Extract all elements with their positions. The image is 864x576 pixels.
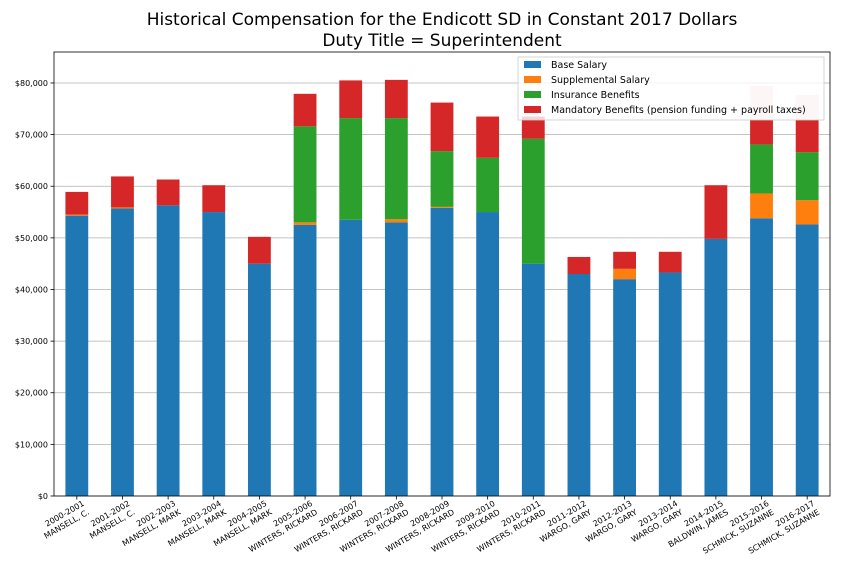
bar-mandatory-benefits-pension-funding-payroll-taxes	[111, 176, 134, 208]
bar-insurance-benefits	[430, 151, 454, 207]
bar-base-salary	[156, 205, 180, 496]
bar-base-salary	[750, 218, 773, 496]
y-tick-label: $70,000	[15, 131, 48, 140]
bar-insurance-benefits	[795, 152, 819, 201]
y-tick-label: $20,000	[15, 389, 48, 398]
bar-mandatory-benefits-pension-funding-payroll-taxes	[430, 102, 454, 152]
y-tick-label: $30,000	[15, 337, 48, 346]
bars	[65, 79, 819, 497]
bar-supplemental-salary	[384, 219, 408, 223]
bar-insurance-benefits	[293, 126, 317, 223]
legend-swatch-insurance-benefits	[524, 91, 541, 98]
bar-mandatory-benefits-pension-funding-payroll-taxes	[476, 116, 500, 158]
bar-mandatory-benefits-pension-funding-payroll-taxes	[704, 185, 728, 239]
bar-base-salary	[384, 222, 408, 497]
bar-insurance-benefits	[476, 157, 500, 213]
bar-base-salary	[658, 272, 682, 496]
bar-supplemental-salary	[750, 193, 773, 219]
chart-title: Historical Compensation for the Endicott…	[147, 10, 738, 30]
legend-label-supplemental-salary: Supplemental Salary	[551, 75, 650, 86]
bar-base-salary	[339, 219, 363, 496]
bar-supplemental-salary	[430, 206, 454, 208]
bar-mandatory-benefits-pension-funding-payroll-taxes	[384, 79, 408, 119]
bar-mandatory-benefits-pension-funding-payroll-taxes	[248, 236, 271, 264]
bar-mandatory-benefits-visible	[795, 120, 819, 153]
bar-base-salary	[567, 274, 591, 496]
bar-base-salary	[521, 263, 545, 496]
bar-base-salary	[613, 279, 636, 496]
bar-mandatory-benefits-visible	[750, 120, 773, 145]
bar-supplemental-salary	[795, 200, 819, 225]
y-tick-label: $40,000	[15, 285, 48, 294]
bar-supplemental-salary	[111, 207, 134, 209]
bar-base-salary	[704, 238, 728, 497]
bar-base-salary	[202, 212, 226, 496]
y-tick-label: $10,000	[15, 440, 48, 449]
legend-label-base-salary: Base Salary	[551, 60, 607, 71]
y-tick-label: $50,000	[15, 234, 48, 243]
bar-mandatory-benefits-pension-funding-payroll-taxes	[339, 80, 363, 119]
y-tick-label: $80,000	[15, 79, 48, 88]
bar-supplemental-salary	[65, 214, 89, 216]
legend-swatch-mandatory-benefits-pension-funding-payroll-taxes	[524, 106, 541, 113]
bar-base-salary	[430, 207, 454, 497]
bar-mandatory-benefits-pension-funding-payroll-taxes	[521, 116, 545, 139]
bar-insurance-benefits	[750, 144, 773, 194]
bar-base-salary	[795, 224, 819, 497]
legend-swatch-base-salary	[524, 61, 541, 68]
bar-supplemental-salary	[293, 222, 317, 225]
bar-supplemental-salary	[613, 268, 636, 280]
bar-base-salary	[293, 224, 317, 496]
bar-mandatory-benefits-pension-funding-payroll-taxes	[567, 256, 591, 274]
bar-base-salary	[476, 212, 500, 496]
bar-insurance-benefits	[521, 138, 545, 264]
bar-mandatory-benefits-pension-funding-payroll-taxes	[202, 185, 226, 213]
legend-label-insurance-benefits: Insurance Benefits	[551, 90, 640, 101]
legend-box	[517, 56, 825, 121]
bar-base-salary	[65, 215, 89, 496]
chart-subtitle: Duty Title = Superintendent	[322, 31, 562, 51]
bar-mandatory-benefits-pension-funding-payroll-taxes	[65, 191, 89, 215]
bar-insurance-benefits	[384, 118, 408, 220]
legend-swatch-supplemental-salary	[524, 76, 541, 83]
legend: Base Salary Supplemental Salary Insurance …	[517, 56, 825, 121]
bar-mandatory-benefits-pension-funding-payroll-taxes	[613, 251, 636, 269]
y-tick-label: $60,000	[15, 182, 48, 191]
bar-base-salary	[248, 263, 271, 496]
bar-mandatory-benefits-pension-funding-payroll-taxes	[658, 251, 682, 273]
bar-base-salary	[111, 208, 134, 496]
bar-insurance-benefits	[339, 118, 363, 220]
y-tick-label: $0	[38, 492, 48, 501]
bar-mandatory-benefits-pension-funding-payroll-taxes	[156, 179, 180, 206]
bar-mandatory-benefits-pension-funding-payroll-taxes	[293, 93, 317, 127]
y-axis: $0 $10,000 $20,000 $30,000 $40,000 $50,000 $60…	[15, 79, 54, 501]
legend-label-mandatory-benefits-pension-funding-payroll-taxes: Mandatory Benefits (pension funding + pa…	[551, 105, 806, 116]
